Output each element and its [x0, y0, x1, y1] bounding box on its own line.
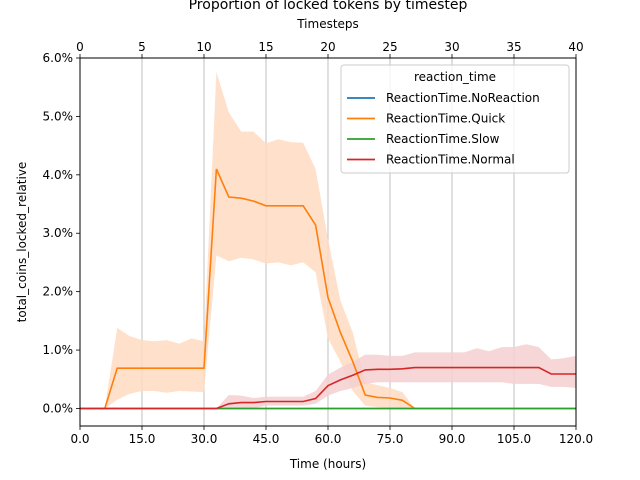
x-tick-label-5: 75.0: [377, 432, 404, 446]
band-series-3: [80, 344, 576, 409]
legend-label-2: ReactionTime.Slow: [386, 132, 500, 146]
y-tick-label-3: 3.0%: [43, 226, 74, 240]
y-tick-label-1: 1.0%: [43, 343, 74, 357]
top-tick-label-5: 25: [382, 40, 397, 54]
top-tick-label-4: 20: [320, 40, 335, 54]
x-axis-label: Time (hours): [289, 457, 366, 471]
left-axis: 0.0% 1.0% 2.0% 3.0% 4.0% 5.0% 6.0%: [43, 51, 80, 415]
chart-title: Proportion of locked tokens by timestep: [189, 0, 468, 13]
x-tick-label-7: 105.0: [497, 432, 531, 446]
legend: reaction_time ReactionTime.NoReactionRea…: [340, 64, 570, 174]
x-tick-label-8: 120.0: [559, 432, 593, 446]
y-tick-label-6: 6.0%: [43, 51, 74, 65]
y-tick-label-2: 2.0%: [43, 285, 74, 299]
y-tick-label-4: 4.0%: [43, 168, 74, 182]
band-series-1: [80, 72, 576, 409]
legend-label-1: ReactionTime.Quick: [386, 112, 505, 126]
x-tick-label-6: 90.0: [439, 432, 466, 446]
series-lines: [80, 168, 576, 410]
top-tick-label-1: 5: [138, 40, 146, 54]
top-tick-label-8: 40: [568, 40, 583, 54]
x-tick-label-2: 30.0: [191, 432, 218, 446]
top-axis-label: Timesteps: [296, 17, 359, 31]
top-axis: 0 5 10 15 20 25 30 35 40: [76, 40, 584, 58]
x-tick-label-4: 60.0: [315, 432, 342, 446]
top-tick-label-7: 35: [506, 40, 521, 54]
x-tick-label-1: 15.0: [129, 432, 156, 446]
legend-title: reaction_time: [414, 70, 496, 84]
series-line-3: [80, 366, 576, 410]
legend-entries: ReactionTime.NoReaction ReactionTime.Quic…: [347, 91, 540, 167]
top-tick-label-6: 30: [444, 40, 459, 54]
y-axis-label: total_coins_locked_relative: [15, 162, 29, 323]
bottom-axis: 0.0 15.0 30.0 45.0 60.0 75.0 90.0 105.0 120.0: [70, 426, 593, 446]
top-tick-label-3: 15: [258, 40, 273, 54]
y-tick-label-5: 5.0%: [43, 109, 74, 123]
confidence-bands: [80, 72, 576, 409]
top-tick-label-0: 0: [76, 40, 84, 54]
top-tick-label-2: 10: [196, 40, 211, 54]
x-tick-label-3: 45.0: [253, 432, 280, 446]
legend-label-3: ReactionTime.Normal: [386, 153, 515, 167]
y-tick-label-0: 0.0%: [43, 401, 74, 415]
legend-box: [340, 64, 570, 174]
legend-label-0: ReactionTime.NoReaction: [386, 91, 540, 105]
x-tick-label-0: 0.0: [70, 432, 89, 446]
